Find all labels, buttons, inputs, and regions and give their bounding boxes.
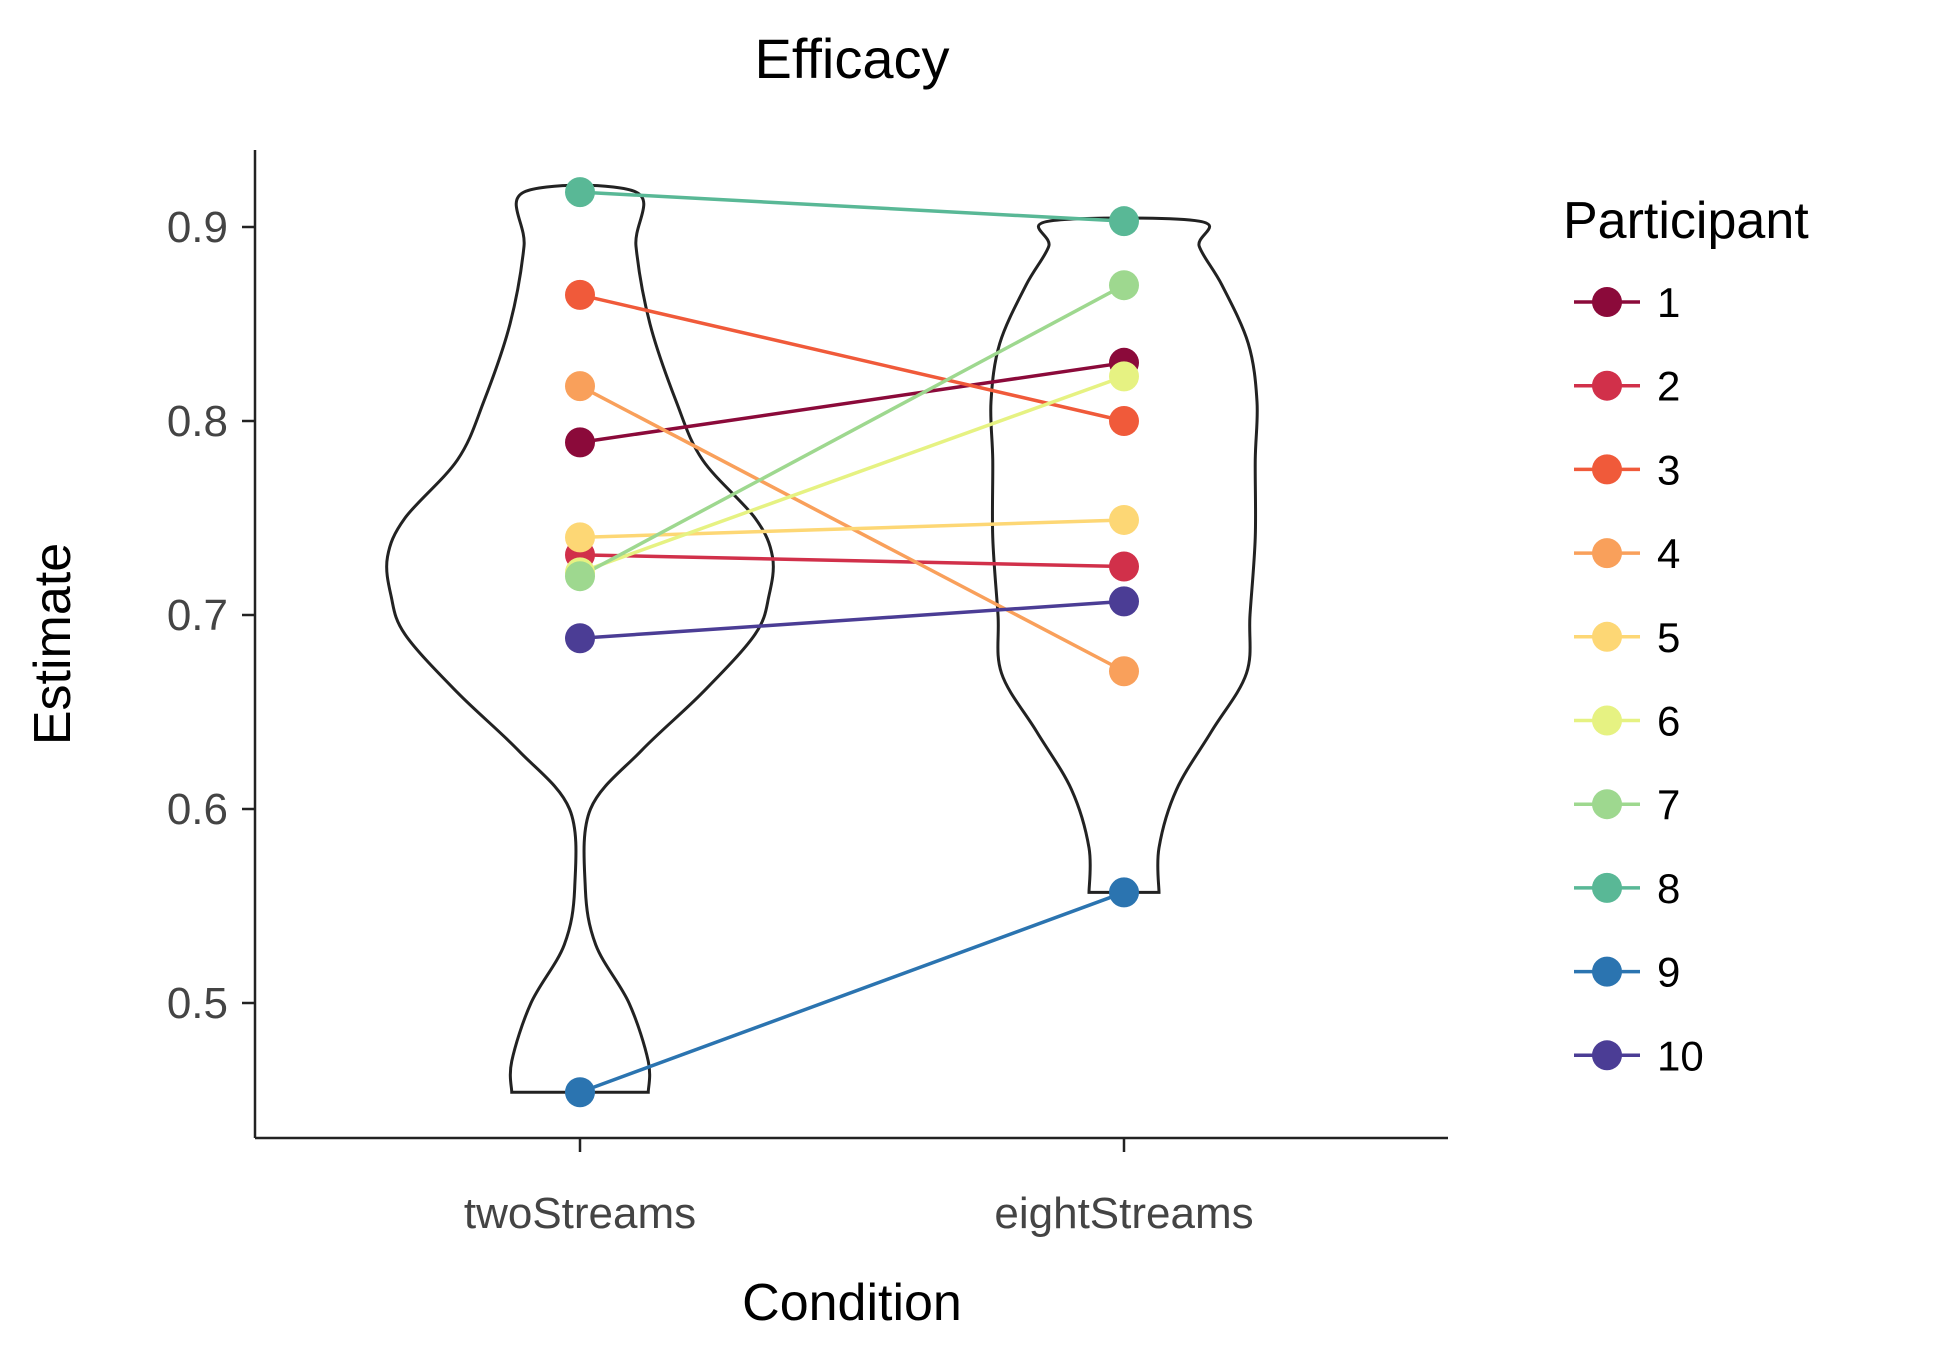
participant-9-line bbox=[579, 890, 1125, 1094]
legend-item-6: 6 bbox=[1574, 698, 1680, 745]
legend-label: 9 bbox=[1657, 949, 1680, 996]
legend-label: 6 bbox=[1657, 698, 1680, 745]
legend-item-1: 1 bbox=[1574, 279, 1680, 326]
legend-key-point bbox=[1592, 956, 1622, 987]
legend-title: Participant bbox=[1563, 192, 1809, 250]
x-axis-ticks: twoStreams eightStreams bbox=[464, 1138, 1254, 1238]
x-axis-label: Condition bbox=[742, 1274, 962, 1332]
legend-item-8: 8 bbox=[1574, 865, 1680, 912]
y-tick-label: 0.7 bbox=[167, 591, 228, 640]
participant-8-point-twoStreams bbox=[565, 177, 595, 208]
y-axis-ticks: 0.5 0.6 0.7 0.8 0.9 bbox=[167, 203, 255, 1028]
participant-9-point-twoStreams bbox=[565, 1077, 595, 1108]
legend-label: 8 bbox=[1657, 865, 1680, 912]
plot-area bbox=[385, 177, 1259, 1108]
participant-10-line bbox=[579, 599, 1125, 641]
legend-key-point bbox=[1592, 621, 1622, 652]
y-tick-label: 0.5 bbox=[167, 979, 228, 1028]
participant-10-point-eightStreams bbox=[1109, 586, 1139, 617]
legend-key-point bbox=[1592, 789, 1622, 820]
participant-4-point-eightStreams bbox=[1109, 656, 1139, 687]
legend-item-4: 4 bbox=[1574, 530, 1680, 577]
participant-2-line bbox=[579, 553, 1125, 569]
participant-7-line bbox=[579, 283, 1125, 578]
legend-label: 3 bbox=[1657, 446, 1680, 493]
chart-title: Efficacy bbox=[754, 27, 949, 90]
participant-3-line bbox=[579, 293, 1125, 423]
participant-3-point-eightStreams bbox=[1109, 406, 1139, 436]
participant-6-line bbox=[579, 374, 1125, 574]
legend-key-point bbox=[1592, 1040, 1622, 1071]
legend-item-10: 10 bbox=[1574, 1032, 1704, 1079]
participant-9-point-eightStreams bbox=[1109, 877, 1139, 908]
participant-5-line bbox=[579, 518, 1125, 540]
legend-item-7: 7 bbox=[1574, 781, 1680, 828]
legend-label: 1 bbox=[1657, 279, 1680, 326]
participant-7-point-twoStreams bbox=[565, 561, 595, 592]
participant-7-point-eightStreams bbox=[1109, 270, 1139, 301]
legend-key-point bbox=[1592, 454, 1622, 485]
participant-5-point-eightStreams bbox=[1109, 504, 1139, 535]
legend-key-point bbox=[1592, 287, 1622, 317]
participant-8-point-eightStreams bbox=[1109, 206, 1139, 237]
participant-1-point-twoStreams bbox=[565, 427, 595, 458]
legend-label: 2 bbox=[1657, 363, 1680, 410]
legend-label: 10 bbox=[1657, 1032, 1704, 1079]
y-tick-label: 0.8 bbox=[167, 397, 228, 446]
participant-4-point-twoStreams bbox=[565, 371, 595, 402]
legend: Participant 1 2 3 4 5 6 7 8 9 10 bbox=[1563, 192, 1809, 1079]
legend-label: 5 bbox=[1657, 614, 1680, 661]
x-tick-label: twoStreams bbox=[464, 1189, 696, 1238]
legend-label: 7 bbox=[1657, 781, 1680, 828]
y-tick-label: 0.9 bbox=[167, 203, 228, 252]
x-tick-label: eightStreams bbox=[994, 1189, 1253, 1238]
y-tick-label: 0.6 bbox=[167, 785, 228, 834]
participant-2-point-eightStreams bbox=[1109, 551, 1139, 582]
legend-item-5: 5 bbox=[1574, 614, 1680, 661]
legend-key-point bbox=[1592, 872, 1622, 903]
legend-item-3: 3 bbox=[1574, 446, 1680, 493]
y-axis-label: Estimate bbox=[24, 543, 82, 745]
participant-1-line bbox=[579, 361, 1125, 445]
legend-label: 4 bbox=[1657, 530, 1680, 577]
legend-key-point bbox=[1592, 538, 1622, 569]
legend-key-point bbox=[1592, 705, 1622, 736]
participant-10-point-twoStreams bbox=[565, 623, 595, 654]
participant-6-point-eightStreams bbox=[1109, 361, 1139, 392]
legend-item-2: 2 bbox=[1574, 363, 1680, 410]
legend-item-9: 9 bbox=[1574, 949, 1680, 996]
participant-5-point-twoStreams bbox=[565, 522, 595, 553]
participant-3-point-twoStreams bbox=[565, 279, 595, 310]
participant-8-line bbox=[579, 190, 1125, 223]
legend-key-point bbox=[1592, 370, 1622, 401]
